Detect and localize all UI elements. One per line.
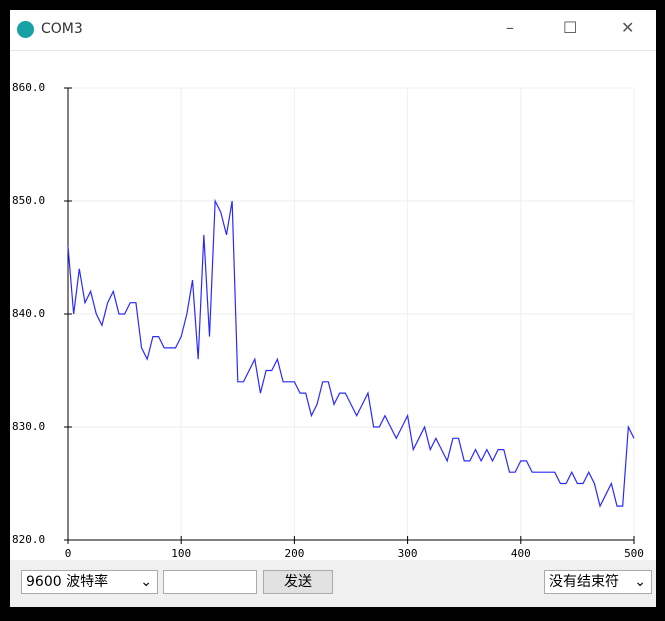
baud-select[interactable]: 9600 波特率 ⌄ — [21, 570, 158, 594]
title-bar: COM3 – ☐ ✕ — [10, 10, 656, 51]
x-tick-label: 100 — [171, 547, 191, 560]
window: COM3 – ☐ ✕ 820.0 830.0 840.0 850.0 860.0 0 100… — [10, 10, 656, 607]
y-tick-label: 830.0 — [12, 420, 45, 433]
control-bar: 9600 波特率 ⌄ 发送 没有结束符 ⌄ — [10, 560, 656, 607]
y-tick-label: 850.0 — [12, 194, 45, 207]
line-ending-select[interactable]: 没有结束符 ⌄ — [544, 570, 652, 594]
x-tick-label: 300 — [398, 547, 418, 560]
baud-label: 9600 波特率 — [26, 574, 109, 590]
x-tick-label: 500 — [624, 547, 644, 560]
window-title: COM3 — [41, 21, 83, 37]
send-button[interactable]: 发送 — [263, 570, 333, 594]
chart: 820.0 830.0 840.0 850.0 860.0 0 100 200 300 400 50… — [12, 81, 644, 560]
x-tick-label: 0 — [65, 547, 72, 560]
maximize[interactable]: ☐ — [563, 18, 578, 37]
line-ending-label: 没有结束符 — [549, 574, 619, 590]
y-tick-label: 860.0 — [12, 81, 45, 94]
y-tick-label: 820.0 — [12, 533, 45, 546]
send-input[interactable] — [163, 570, 257, 594]
close[interactable]: ✕ — [621, 18, 635, 37]
y-tick-label: 840.0 — [12, 307, 45, 320]
app-icon — [17, 21, 34, 38]
series-line — [67, 198, 635, 508]
minimize[interactable]: – — [506, 18, 514, 37]
x-tick-label: 400 — [511, 547, 531, 560]
x-tick-label: 200 — [284, 547, 304, 560]
